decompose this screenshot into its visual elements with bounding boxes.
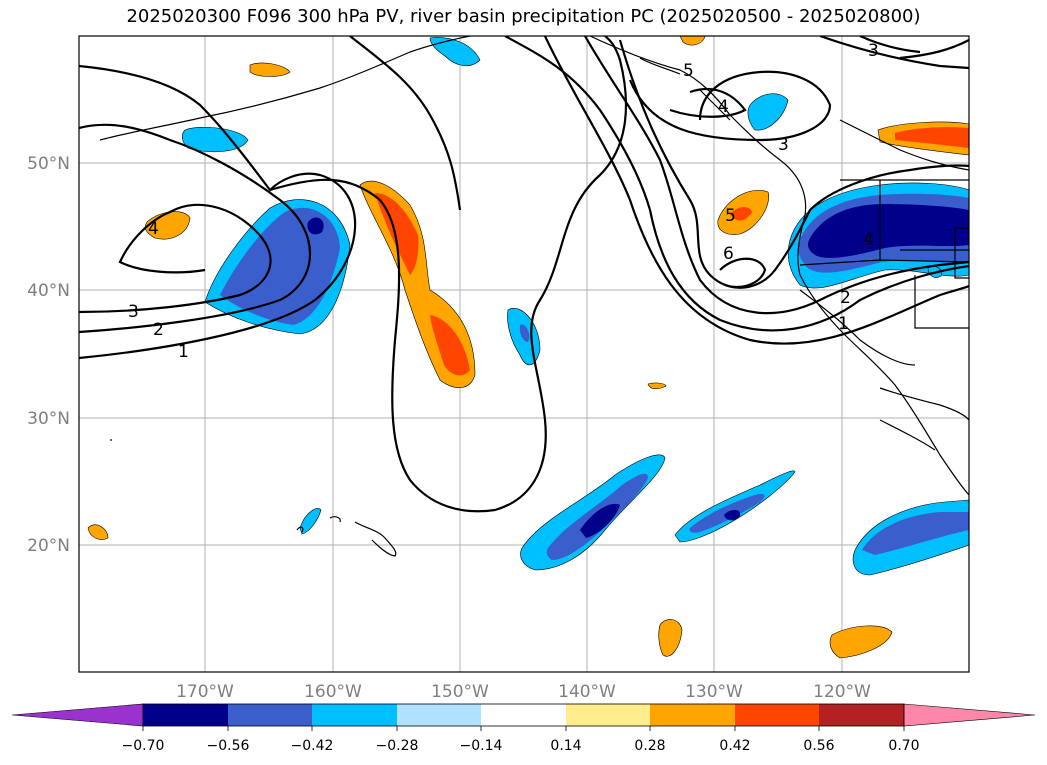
- lon-labels: 170°W 160°W 150°W 140°W 130°W 120°W: [176, 682, 871, 702]
- map-area: 3 2 1 4 5 6 3 5 4 3 2 1 4: [79, 36, 969, 672]
- colorbar-segment: [397, 704, 481, 726]
- colorbar-segment: [819, 704, 904, 726]
- lat-label: 40°N: [27, 281, 70, 301]
- contour-label: 5: [725, 206, 736, 226]
- colorbar-tick-label: 0.56: [803, 738, 834, 754]
- colorbar-segment: [650, 704, 735, 726]
- lat-label: 30°N: [27, 409, 70, 429]
- lon-label: 120°W: [813, 682, 871, 702]
- colorbar-tick-label: −0.14: [460, 738, 503, 754]
- colorbar-extend-right: [903, 703, 1036, 727]
- lat-label: 20°N: [27, 536, 70, 556]
- contour-label: 4: [863, 230, 874, 250]
- colorbar-tick-label: −0.28: [376, 738, 419, 754]
- contour-label: 6: [723, 244, 734, 264]
- contour-label: 3: [868, 41, 879, 61]
- colorbar-segment: [566, 704, 650, 726]
- pv-contours: [79, 36, 969, 513]
- contour-labels: 3 2 1 4 5 6 3 5 4 3 2 1 4: [128, 41, 879, 362]
- lon-label: 150°W: [431, 682, 489, 702]
- contour-label: 4: [718, 97, 729, 117]
- colorbar-tick-label: 0.70: [888, 738, 919, 754]
- contour-label: 2: [153, 320, 164, 340]
- lon-label: 160°W: [304, 682, 362, 702]
- precip-fill: [87, 36, 969, 659]
- colorbar-outline: [142, 703, 905, 727]
- figure-title: 2025020300 F096 300 hPa PV, river basin …: [126, 6, 921, 27]
- colorbar-tick-label: 0.28: [634, 738, 665, 754]
- colorbar-tick-label: −0.42: [291, 738, 334, 754]
- colorbar-tick-label: −0.56: [207, 738, 250, 754]
- colorbar-segment: [312, 704, 397, 726]
- contour-label: 3: [128, 302, 139, 322]
- colorbar-segment: [481, 704, 566, 726]
- map-frame: [78, 35, 970, 673]
- colorbar-tick-label: 0.14: [550, 738, 581, 754]
- lon-label: 170°W: [176, 682, 234, 702]
- lon-label: 130°W: [685, 682, 743, 702]
- colorbar-segment: [735, 704, 819, 726]
- colorbar-tick-label: 0.42: [719, 738, 750, 754]
- coastlines: [99, 36, 969, 557]
- contour-label: 1: [838, 314, 849, 334]
- colorbar-segment: [228, 704, 312, 726]
- contour-label: 1: [178, 342, 189, 362]
- colorbar-extend-left: [11, 703, 144, 727]
- contour-label: 2: [840, 288, 851, 308]
- contour-label: 3: [778, 135, 789, 155]
- contour-label: 5: [683, 61, 694, 81]
- colorbar-segment: [143, 704, 228, 726]
- lat-labels: 50°N 40°N 30°N 20°N: [27, 154, 70, 556]
- lat-label: 50°N: [27, 154, 70, 174]
- colorbar: −0.70 −0.56 −0.42 −0.28 −0.14 0.14 0.28 …: [11, 703, 1036, 754]
- lon-label: 140°W: [558, 682, 616, 702]
- contour-label: 4: [148, 219, 159, 239]
- colorbar-tick-label: −0.70: [122, 738, 165, 754]
